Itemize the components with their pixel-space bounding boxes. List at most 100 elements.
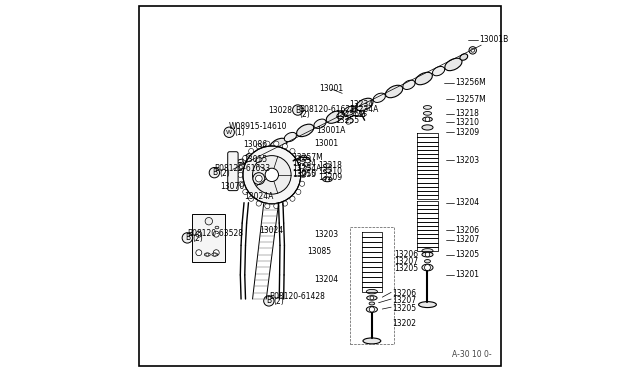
Ellipse shape bbox=[337, 112, 345, 119]
Circle shape bbox=[425, 117, 429, 122]
Text: 13209: 13209 bbox=[455, 128, 479, 137]
Circle shape bbox=[205, 218, 212, 225]
Ellipse shape bbox=[356, 98, 373, 111]
Text: 13085: 13085 bbox=[307, 247, 332, 256]
Ellipse shape bbox=[424, 106, 431, 109]
Text: 13234A: 13234A bbox=[349, 105, 379, 114]
Circle shape bbox=[296, 155, 301, 160]
Text: 13202: 13202 bbox=[392, 319, 416, 328]
Text: 13028: 13028 bbox=[268, 106, 292, 115]
Ellipse shape bbox=[419, 302, 436, 308]
Text: W08915-14610: W08915-14610 bbox=[229, 122, 288, 131]
Ellipse shape bbox=[422, 264, 433, 271]
Circle shape bbox=[424, 264, 431, 270]
Text: 13001: 13001 bbox=[314, 139, 338, 148]
Text: 13001: 13001 bbox=[319, 84, 344, 93]
Circle shape bbox=[213, 250, 219, 256]
Ellipse shape bbox=[367, 296, 377, 300]
FancyBboxPatch shape bbox=[228, 152, 238, 190]
Text: 13255: 13255 bbox=[292, 170, 317, 179]
Text: 13234A: 13234A bbox=[292, 164, 322, 173]
Circle shape bbox=[370, 296, 374, 300]
Circle shape bbox=[237, 172, 243, 177]
Text: 13205: 13205 bbox=[455, 250, 479, 259]
Circle shape bbox=[304, 162, 308, 167]
Circle shape bbox=[265, 168, 278, 182]
Text: (2): (2) bbox=[299, 110, 310, 119]
Circle shape bbox=[196, 231, 202, 237]
Text: B08120-63528: B08120-63528 bbox=[188, 228, 243, 238]
Ellipse shape bbox=[433, 67, 445, 76]
Text: 13207: 13207 bbox=[392, 296, 417, 305]
Text: 13257M: 13257M bbox=[292, 153, 323, 162]
Ellipse shape bbox=[385, 85, 403, 98]
Ellipse shape bbox=[296, 124, 314, 137]
Text: B: B bbox=[295, 106, 300, 115]
Text: 13210: 13210 bbox=[318, 167, 342, 176]
Circle shape bbox=[255, 175, 262, 182]
Ellipse shape bbox=[284, 132, 296, 142]
Circle shape bbox=[253, 155, 291, 194]
Ellipse shape bbox=[366, 307, 378, 312]
Ellipse shape bbox=[323, 169, 332, 173]
Ellipse shape bbox=[422, 125, 433, 130]
Circle shape bbox=[213, 231, 219, 237]
Ellipse shape bbox=[422, 252, 433, 257]
Circle shape bbox=[209, 167, 220, 178]
Ellipse shape bbox=[234, 159, 246, 169]
Ellipse shape bbox=[323, 177, 332, 182]
Text: A-30 10 0-: A-30 10 0- bbox=[452, 350, 492, 359]
Text: (2): (2) bbox=[192, 234, 203, 243]
Circle shape bbox=[290, 148, 295, 154]
Circle shape bbox=[301, 172, 306, 177]
Text: 13234: 13234 bbox=[349, 100, 374, 109]
Ellipse shape bbox=[344, 106, 356, 115]
Circle shape bbox=[239, 163, 244, 169]
Circle shape bbox=[296, 189, 301, 195]
Ellipse shape bbox=[323, 164, 332, 167]
Text: 13024: 13024 bbox=[260, 226, 284, 235]
Bar bbox=[349, 227, 394, 343]
Text: 13070: 13070 bbox=[220, 182, 244, 191]
Text: 13218: 13218 bbox=[455, 109, 479, 118]
Text: 13015: 13015 bbox=[244, 155, 268, 164]
Text: 13024A: 13024A bbox=[244, 192, 273, 201]
Circle shape bbox=[243, 189, 248, 195]
Text: 13207: 13207 bbox=[394, 257, 419, 266]
Text: 13257M: 13257M bbox=[455, 95, 486, 104]
Circle shape bbox=[300, 163, 305, 169]
Text: 13203: 13203 bbox=[314, 230, 338, 239]
Ellipse shape bbox=[204, 253, 211, 256]
Ellipse shape bbox=[243, 152, 260, 164]
Circle shape bbox=[265, 203, 270, 209]
Circle shape bbox=[256, 201, 261, 206]
Circle shape bbox=[282, 144, 287, 149]
Circle shape bbox=[239, 181, 244, 186]
Text: 13205: 13205 bbox=[392, 304, 417, 313]
Ellipse shape bbox=[363, 338, 381, 344]
Ellipse shape bbox=[415, 72, 433, 85]
Circle shape bbox=[274, 141, 279, 146]
Text: 13206: 13206 bbox=[392, 289, 417, 298]
Text: 13210: 13210 bbox=[455, 118, 479, 127]
Text: 13255: 13255 bbox=[335, 116, 360, 125]
Circle shape bbox=[248, 148, 254, 154]
Text: 13203: 13203 bbox=[455, 155, 479, 164]
Ellipse shape bbox=[369, 302, 374, 305]
Circle shape bbox=[425, 252, 429, 257]
Text: (2): (2) bbox=[274, 297, 284, 306]
Text: 13205: 13205 bbox=[394, 264, 419, 273]
Ellipse shape bbox=[346, 119, 353, 124]
Circle shape bbox=[282, 201, 287, 206]
Text: 13086: 13086 bbox=[244, 140, 268, 149]
Text: (1): (1) bbox=[234, 128, 244, 137]
Circle shape bbox=[264, 296, 274, 306]
Circle shape bbox=[196, 250, 202, 256]
Circle shape bbox=[469, 46, 476, 54]
Text: 13218: 13218 bbox=[318, 161, 342, 170]
Ellipse shape bbox=[300, 155, 307, 161]
Text: 13204: 13204 bbox=[455, 198, 479, 207]
Text: W: W bbox=[226, 130, 232, 135]
Circle shape bbox=[274, 203, 279, 209]
Ellipse shape bbox=[373, 93, 385, 102]
